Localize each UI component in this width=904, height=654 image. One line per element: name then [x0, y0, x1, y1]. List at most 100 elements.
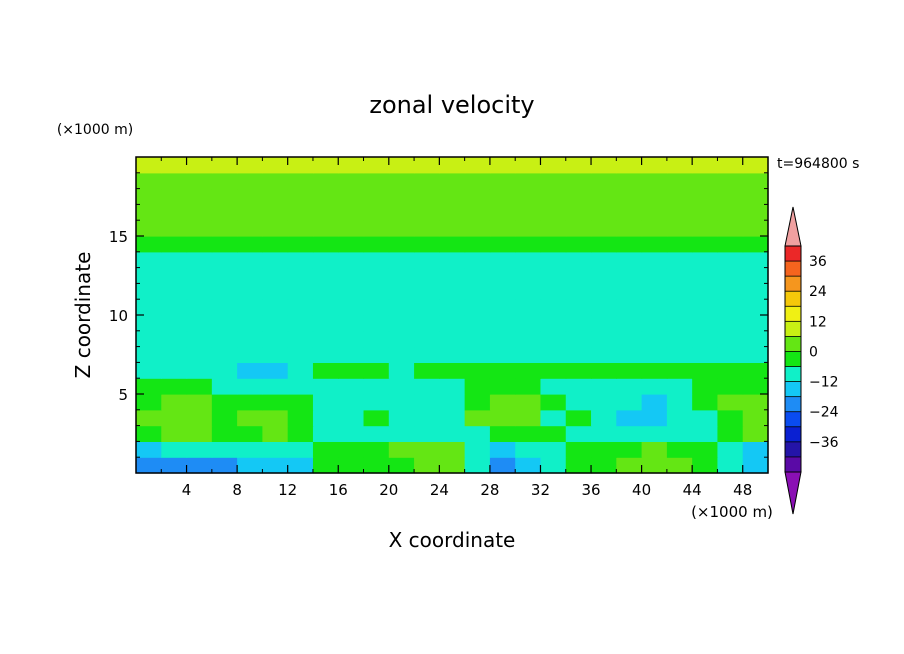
- field-cell: [287, 409, 314, 427]
- field-cell: [338, 409, 365, 427]
- field-cell: [136, 394, 162, 411]
- field-cell: [161, 457, 188, 474]
- field-cell: [540, 188, 567, 205]
- field-cell: [515, 378, 542, 395]
- field-cell: [489, 204, 516, 221]
- field-cell: [388, 441, 415, 458]
- field-cell: [692, 425, 719, 442]
- field-cell: [363, 394, 390, 411]
- field-cell: [388, 330, 415, 348]
- field-cell: [717, 220, 744, 237]
- field-cell: [388, 346, 415, 363]
- field-cell: [489, 157, 516, 174]
- field-cell: [717, 267, 744, 284]
- field-cell: [287, 362, 314, 379]
- x-tick-label: 20: [379, 481, 398, 499]
- x-tick-label: 36: [581, 481, 600, 499]
- field-cell: [211, 362, 238, 379]
- field-cell: [211, 409, 238, 427]
- field-cell: [692, 157, 719, 174]
- field-cell: [414, 330, 440, 348]
- field-cell: [262, 425, 289, 442]
- x-tick-label: 4: [182, 481, 192, 499]
- field-cell: [363, 188, 390, 205]
- field-cell: [464, 283, 491, 300]
- field-cell: [388, 457, 415, 474]
- field-cell: [136, 346, 162, 363]
- x-axis: 4 8 12 16 20 24 28 32 36 40 44 48: [160, 157, 752, 499]
- field-cell: [338, 346, 365, 363]
- field-cell: [489, 299, 516, 316]
- field-cell: [414, 204, 440, 221]
- field-cell: [211, 315, 238, 332]
- field-cell: [464, 330, 491, 348]
- field-cell: [414, 236, 440, 253]
- field-cell: [515, 220, 542, 237]
- field-cell: [312, 362, 339, 379]
- field-cell: [616, 299, 643, 316]
- field-cell: [414, 409, 440, 427]
- field-cell: [616, 172, 643, 190]
- field-cell: [237, 457, 263, 474]
- field-cell: [186, 394, 213, 411]
- field-cell: [388, 188, 415, 205]
- field-cell: [262, 330, 289, 348]
- field-cell: [616, 188, 643, 205]
- time-label: t=964800 s: [777, 156, 859, 172]
- colorbar-segment: [785, 336, 801, 352]
- field-cell: [616, 409, 643, 427]
- colorbar-segment: [785, 291, 801, 307]
- field-cell: [591, 441, 617, 458]
- field-cell: [439, 299, 466, 316]
- field-cell: [540, 441, 567, 458]
- field-cell: [338, 362, 365, 379]
- field-cell: [388, 315, 415, 332]
- field-cell: [666, 220, 693, 237]
- field-cell: [591, 283, 617, 300]
- field-cell: [186, 441, 213, 458]
- field-cell: [388, 283, 415, 300]
- field-cell: [262, 172, 289, 190]
- field-cell: [742, 251, 769, 269]
- field-cell: [237, 362, 263, 379]
- field-cell: [287, 299, 314, 316]
- field-cell: [641, 283, 668, 300]
- field-cell: [616, 394, 643, 411]
- field-cell: [641, 346, 668, 363]
- field-cell: [540, 251, 567, 269]
- field-cell: [565, 330, 592, 348]
- field-cell: [312, 425, 339, 442]
- field-cell: [287, 346, 314, 363]
- field-cell: [489, 283, 516, 300]
- field-cell: [540, 267, 567, 284]
- field-cell: [641, 315, 668, 332]
- field-cell: [641, 457, 668, 474]
- field-cell: [338, 251, 365, 269]
- field-cell: [363, 362, 390, 379]
- field-cell: [717, 157, 744, 174]
- field-cell: [464, 220, 491, 237]
- field-cell: [717, 441, 744, 458]
- field-cell: [414, 283, 440, 300]
- field-cell: [262, 299, 289, 316]
- field-cell: [338, 330, 365, 348]
- field-cell: [262, 157, 289, 174]
- field-cell: [338, 204, 365, 221]
- field-cell: [186, 346, 213, 363]
- field-cell: [641, 251, 668, 269]
- field-cell: [692, 220, 719, 237]
- field-cell: [136, 204, 162, 221]
- field-cell: [692, 330, 719, 348]
- field-cell: [262, 362, 289, 379]
- field-cell: [641, 299, 668, 316]
- field-cell: [540, 330, 567, 348]
- field-cell: [136, 188, 162, 205]
- field-cell: [312, 378, 339, 395]
- field-cell: [616, 251, 643, 269]
- x-tick-label: 16: [329, 481, 348, 499]
- x-tick-label: 24: [430, 481, 449, 499]
- field-cell: [742, 220, 769, 237]
- field-cell: [338, 441, 365, 458]
- field-cell: [489, 441, 516, 458]
- field-cell: [616, 315, 643, 332]
